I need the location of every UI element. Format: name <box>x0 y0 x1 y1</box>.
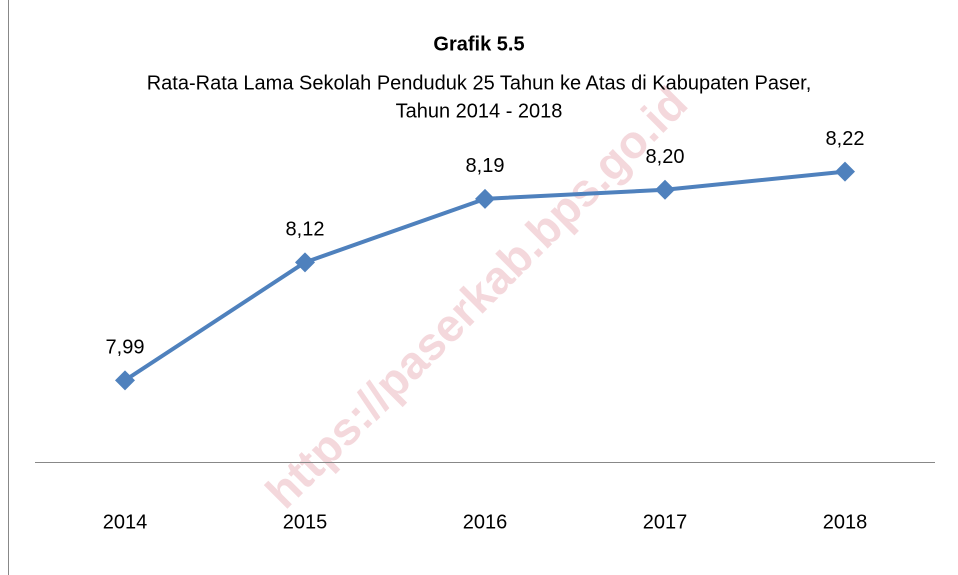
chart-title: Grafik 5.5 <box>433 33 524 55</box>
data-label: 8,22 <box>826 128 865 150</box>
x-tick-label: 2015 <box>283 511 328 533</box>
marker <box>295 252 315 273</box>
chart-subtitle: Rata-Rata Lama Sekolah Penduduk 25 Tahun… <box>147 72 812 94</box>
data-label: 8,20 <box>646 146 685 168</box>
chart-subtitle: Tahun 2014 - 2018 <box>396 100 563 122</box>
data-label: 8,19 <box>466 155 505 177</box>
x-tick-label: 2014 <box>103 511 148 533</box>
x-tick-label: 2016 <box>463 511 508 533</box>
marker <box>115 370 135 391</box>
marker <box>835 161 855 182</box>
x-tick-label: 2017 <box>643 511 688 533</box>
chart-frame <box>8 0 958 575</box>
data-label: 7,99 <box>106 337 145 359</box>
marker <box>475 188 495 209</box>
data-label: 8,12 <box>286 219 325 241</box>
x-tick-label: 2018 <box>823 511 868 533</box>
marker <box>655 179 675 200</box>
